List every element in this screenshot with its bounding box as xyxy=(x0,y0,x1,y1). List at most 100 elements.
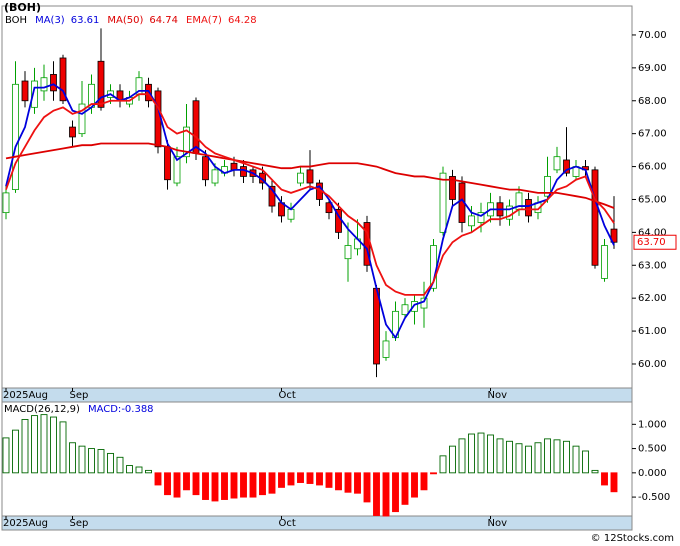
macd-bar xyxy=(610,472,618,493)
candle-body xyxy=(477,212,485,223)
candle-body xyxy=(525,199,532,217)
macd-bar xyxy=(21,419,29,474)
candle-body xyxy=(173,156,181,184)
macd-bar xyxy=(249,472,257,498)
x-tick-label: Nov xyxy=(488,518,508,529)
y-tick-label: 63.00 xyxy=(638,260,667,271)
y-tick-label: 61.00 xyxy=(638,326,667,337)
macd-bar xyxy=(487,434,494,474)
macd-bar xyxy=(154,472,162,486)
legend-symbol: BOH xyxy=(5,15,27,26)
candle-body xyxy=(591,169,599,266)
candle-body xyxy=(325,202,333,214)
candle-body xyxy=(287,208,295,220)
candle-body xyxy=(268,185,276,207)
macd-bar xyxy=(325,472,333,488)
macd-bar xyxy=(525,445,532,474)
macd-bar xyxy=(515,443,523,474)
macd-bar xyxy=(496,438,504,474)
macd-bar xyxy=(12,429,19,474)
macd-bar xyxy=(211,472,219,502)
candle-body xyxy=(2,192,10,214)
y-tick-label: 67.00 xyxy=(638,129,667,140)
macd-bar xyxy=(468,433,475,474)
macd-bar xyxy=(553,439,561,474)
macd-bar xyxy=(31,415,38,474)
macd-bar xyxy=(287,472,295,486)
macd-bar xyxy=(344,472,352,493)
legend-value: 63.61 xyxy=(71,15,100,26)
macd-bar xyxy=(88,448,95,474)
footer: © 12Stocks.com xyxy=(591,533,674,544)
candle-body xyxy=(21,80,29,102)
candle-body xyxy=(40,77,48,92)
candle-body xyxy=(439,172,447,233)
y-tick-label: 64.00 xyxy=(638,227,667,238)
y-tick-label: 66.00 xyxy=(638,162,667,173)
candle-body xyxy=(12,83,19,190)
y-tick-label: 65.00 xyxy=(638,194,667,205)
macd-bar xyxy=(582,450,589,474)
x-tick-label: 2025Aug xyxy=(3,390,48,401)
macd-bar xyxy=(69,442,76,474)
macd-bar xyxy=(430,472,437,475)
macd-bar xyxy=(107,452,114,474)
candle-body xyxy=(164,146,171,181)
macd-bar xyxy=(544,438,551,474)
macd-bar xyxy=(316,472,323,486)
y-tick-label: 68.00 xyxy=(638,96,667,107)
macd-bar xyxy=(382,472,390,517)
x-tick-label: Sep xyxy=(70,390,89,401)
candle-body xyxy=(382,340,390,358)
ma-line xyxy=(5,93,615,296)
macd-bar xyxy=(259,472,266,496)
macd-bar xyxy=(126,465,133,474)
y-tick-label: 69.00 xyxy=(638,63,667,74)
macd-bar xyxy=(59,421,67,474)
macd-bar xyxy=(135,466,143,474)
macd-bar xyxy=(145,469,152,474)
x-tick-label: 2025Aug xyxy=(3,518,48,529)
candle-body xyxy=(230,162,238,171)
candle-body xyxy=(563,159,570,174)
macd-bar xyxy=(335,472,342,491)
macd-bar xyxy=(40,414,48,474)
macd-bar xyxy=(354,472,361,494)
macd-bar xyxy=(373,472,380,516)
x-tick-label: Sep xyxy=(70,518,89,529)
macd-bar xyxy=(506,440,513,474)
candle-body xyxy=(411,301,418,312)
candle-body xyxy=(69,126,76,138)
y-tick-label: -0.500 xyxy=(638,492,670,503)
macd-bar xyxy=(173,472,181,498)
macd-bar xyxy=(268,472,276,494)
macd-legend-name: MACD: xyxy=(88,404,121,415)
macd-legend-value: -0.388 xyxy=(121,404,153,415)
last-price-box xyxy=(633,234,677,250)
macd-bar xyxy=(2,437,10,474)
candle-body xyxy=(344,245,352,260)
candle-body xyxy=(31,80,38,108)
candle-body xyxy=(50,74,57,92)
macd-bar xyxy=(458,438,466,474)
macd-bar xyxy=(240,472,247,498)
macd-bar xyxy=(297,472,304,483)
macd-bar xyxy=(78,445,86,474)
macd-bar xyxy=(202,472,209,500)
candle-body xyxy=(553,156,561,171)
candle-body xyxy=(306,169,314,184)
candle-body xyxy=(211,169,219,184)
macd-bar xyxy=(97,449,105,474)
macd-bar xyxy=(278,472,285,488)
macd-bar xyxy=(183,472,190,491)
candle-body xyxy=(297,172,304,184)
date-strip xyxy=(1,515,633,531)
ma-line xyxy=(5,142,615,209)
candle-body xyxy=(610,228,618,243)
legend-name: EMA(7) xyxy=(186,15,222,26)
macd-bar xyxy=(50,416,57,474)
macd-bar xyxy=(477,432,485,474)
macd-bar xyxy=(116,456,124,474)
macd-bar xyxy=(563,440,570,474)
